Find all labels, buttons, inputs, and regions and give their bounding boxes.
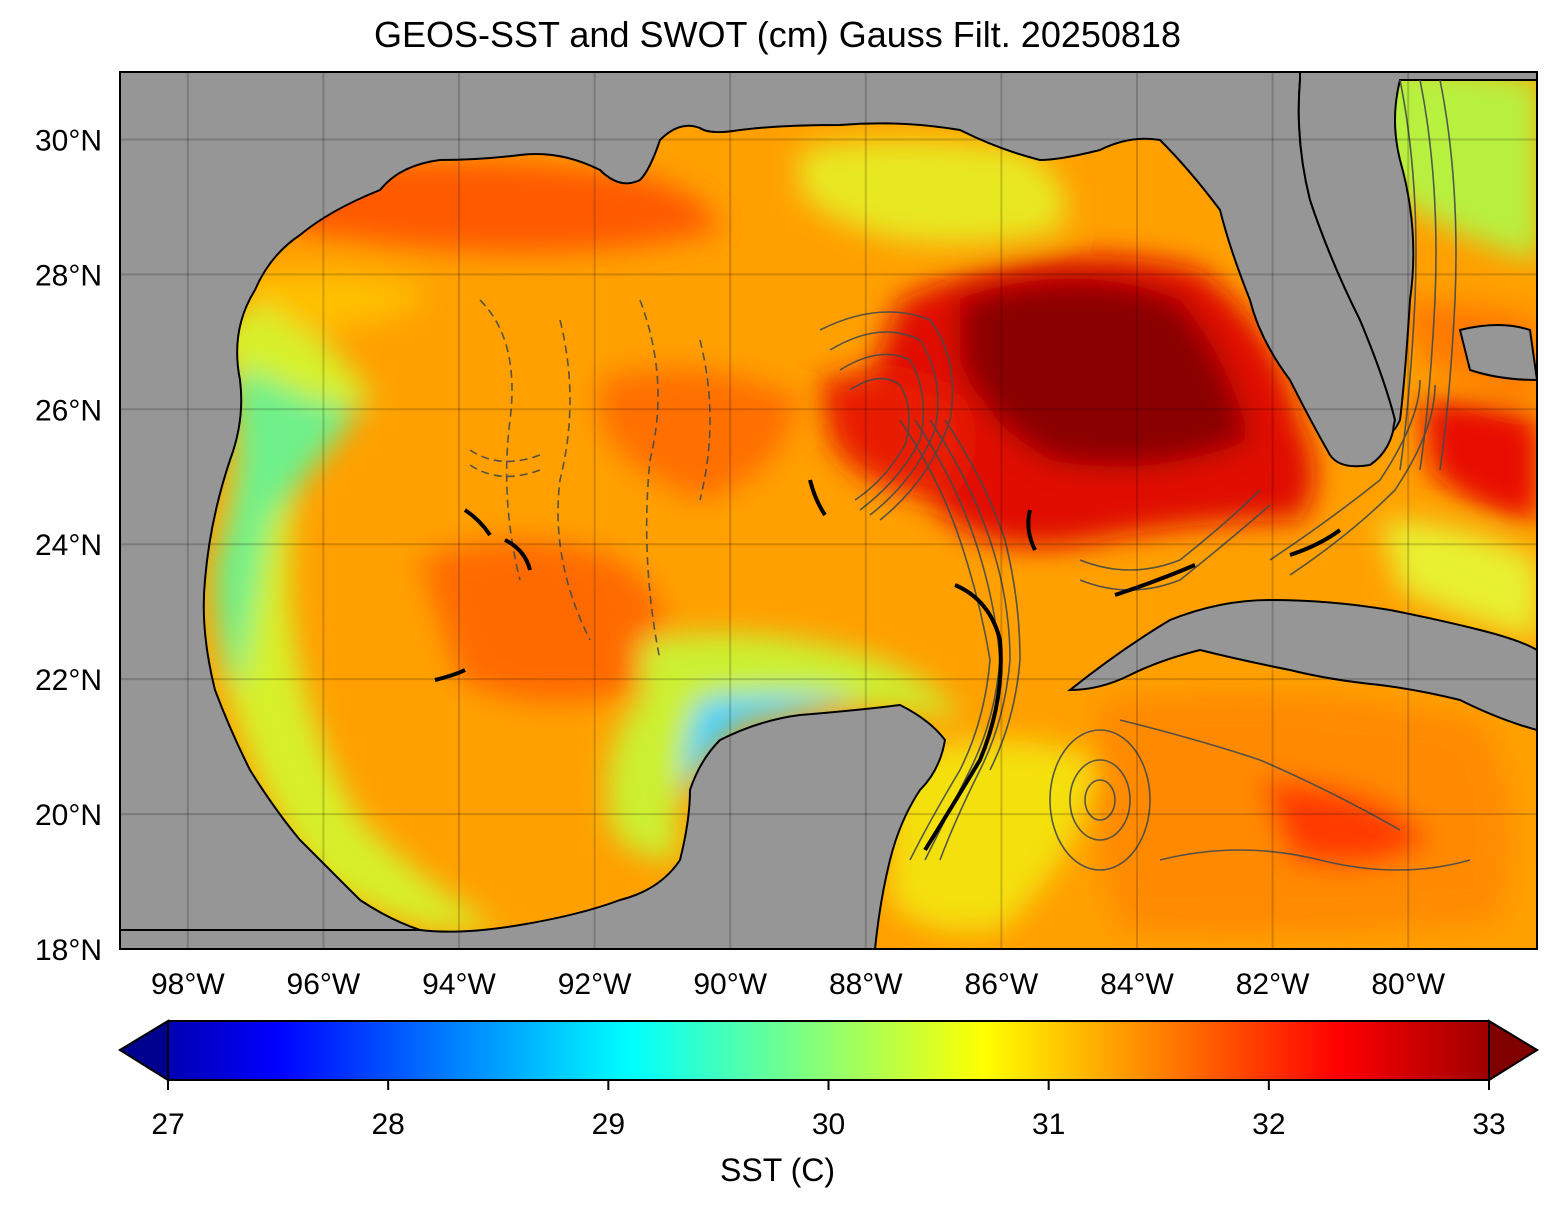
- ssh-contours: [469, 79, 1471, 871]
- lat-tick-label: 30°N: [35, 124, 102, 157]
- colorbar-max-extend: [1488, 1019, 1539, 1082]
- land: [120, 72, 1537, 949]
- lon-tick-labels: 98°W 96°W 94°W 92°W 90°W 88°W 86°W 84°W 82°W 80°W: [151, 968, 1446, 1001]
- colorbar: [118, 1019, 1539, 1082]
- ssh-contours-bold: [434, 479, 1342, 852]
- lat-tick-label: 28°N: [35, 259, 102, 292]
- colorbar-tick-label: 31: [1032, 1108, 1065, 1141]
- graticule: [120, 72, 1537, 949]
- colorbar-body: [118, 1020, 1539, 1081]
- colorbar-tick-label: 29: [592, 1108, 625, 1141]
- colorbar-tick-label: 30: [812, 1108, 845, 1141]
- map-frame: [119, 71, 1538, 950]
- lon-tick-label: 94°W: [422, 968, 496, 1001]
- colorbar-tick-label: 28: [371, 1108, 404, 1141]
- lon-tick-label: 90°W: [693, 968, 767, 1001]
- colorbar-min-extend: [118, 1019, 169, 1082]
- lat-tick-label: 20°N: [35, 799, 102, 832]
- lon-tick-label: 98°W: [151, 968, 225, 1001]
- lon-tick-label: 88°W: [829, 968, 903, 1001]
- lon-tick-label: 92°W: [558, 968, 632, 1001]
- lat-tick-label: 24°N: [35, 529, 102, 562]
- lat-tick-label: 26°N: [35, 394, 102, 427]
- lat-tick-labels: 18°N 20°N 22°N 24°N 26°N 28°N 30°N: [35, 124, 102, 967]
- lat-tick-label: 18°N: [35, 934, 102, 967]
- colorbar-tick-label: 27: [151, 1108, 184, 1141]
- colorbar-tick-label: 33: [1472, 1108, 1505, 1141]
- lon-tick-label: 82°W: [1236, 968, 1310, 1001]
- colorbar-tick-label: 32: [1252, 1108, 1285, 1141]
- colorbar-ticks: 27 28 29 30 31 32 33: [151, 1080, 1506, 1141]
- colorbar-label: SST (C): [720, 1152, 835, 1188]
- sst-field: [120, 72, 1537, 949]
- lon-tick-label: 84°W: [1100, 968, 1174, 1001]
- lon-tick-label: 96°W: [287, 968, 361, 1001]
- lon-tick-label: 86°W: [965, 968, 1039, 1001]
- plot-title: GEOS-SST and SWOT (cm) Gauss Filt. 20250…: [374, 14, 1181, 55]
- lon-tick-label: 80°W: [1371, 968, 1445, 1001]
- lat-tick-label: 22°N: [35, 664, 102, 697]
